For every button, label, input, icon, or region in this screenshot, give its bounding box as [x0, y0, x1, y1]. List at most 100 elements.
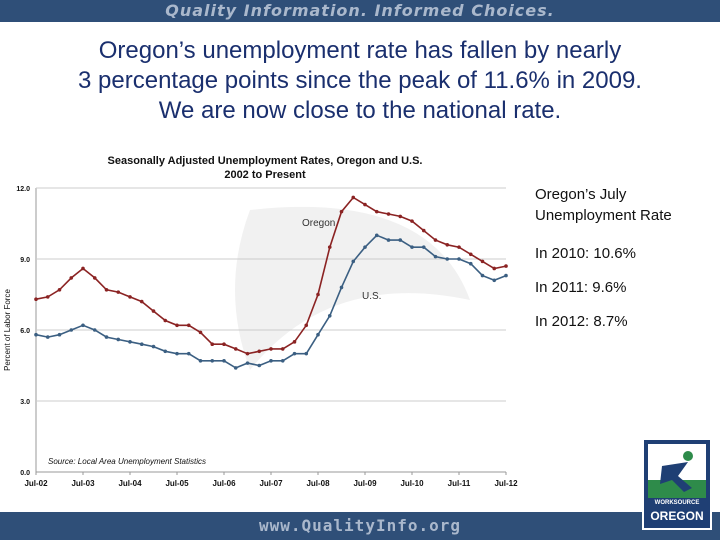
headline-line-3: We are now close to the national rate. — [158, 97, 562, 124]
data-point-oregon — [222, 342, 226, 346]
data-point-us — [374, 233, 379, 238]
data-point-us — [339, 285, 344, 290]
data-point-oregon — [327, 245, 332, 249]
y-tick-label: 9.0 — [20, 257, 30, 264]
data-point-oregon — [186, 323, 191, 328]
data-point-us — [245, 361, 250, 365]
headline-line-2: 3 percentage points since the peak of 11… — [78, 67, 642, 94]
data-point-us — [34, 332, 38, 337]
x-tick-label: Jul-11 — [448, 479, 471, 488]
rate-2010: In 2010: 10.6% — [535, 245, 636, 262]
x-tick-label: Jul-07 — [259, 479, 283, 488]
data-point-us — [45, 335, 50, 339]
y-axis-label: Percent of Labor Force — [3, 289, 12, 371]
data-point-us — [233, 366, 238, 370]
data-point-oregon — [304, 323, 309, 328]
series-group — [34, 195, 508, 370]
data-point-oregon — [398, 214, 403, 219]
y-tick-labels: 0.0 3.0 6.0 9.0 12.0 — [16, 186, 30, 477]
x-tick-label: Jul-02 — [24, 479, 48, 488]
data-point-oregon — [151, 309, 156, 313]
y-tick-label: 12.0 — [16, 186, 30, 193]
data-point-oregon — [57, 287, 62, 292]
data-point-oregon — [210, 342, 215, 346]
data-point-oregon — [468, 252, 473, 257]
x-tick-label: Jul-08 — [306, 479, 330, 488]
logo-text-oregon: OREGON — [650, 509, 704, 523]
data-point-oregon — [433, 238, 438, 242]
top-banner — [0, 0, 720, 22]
chart-title: Seasonally Adjusted Unemployment Rates, … — [60, 154, 470, 182]
data-point-oregon — [363, 202, 367, 207]
x-tick-label: Jul-09 — [353, 479, 377, 488]
data-point-oregon — [457, 245, 461, 249]
data-point-oregon — [386, 212, 391, 216]
y-tick-label: 3.0 — [20, 399, 30, 406]
data-point-us — [198, 358, 203, 363]
data-point-us — [363, 245, 367, 249]
data-point-us — [222, 358, 226, 363]
data-point-oregon — [245, 351, 250, 356]
gridlines — [36, 187, 506, 402]
data-point-oregon — [34, 297, 38, 302]
data-point-us — [480, 273, 485, 278]
background-watermark-icon — [235, 206, 470, 370]
logo-text-worksource: WORKSOURCE — [654, 500, 700, 506]
series-label-oregon: Oregon — [302, 218, 335, 229]
x-tick-labels: Jul-02 Jul-03 Jul-04 Jul-05 Jul-06 Jul-07 Jul-… — [24, 472, 518, 488]
bottom-banner — [0, 512, 720, 540]
data-point-oregon — [45, 295, 50, 299]
data-point-us — [151, 344, 156, 349]
x-tick-label: Jul-10 — [400, 479, 424, 488]
data-point-oregon — [280, 347, 285, 351]
data-point-us — [445, 257, 450, 261]
data-point-oregon — [81, 266, 85, 271]
headline-line-1: Oregon’s unemployment rate has fallen by… — [98, 37, 622, 64]
data-point-oregon — [504, 264, 508, 268]
x-tick-label: Jul-05 — [165, 479, 189, 488]
panel-title: Oregon’s July Unemployment Rate — [535, 184, 720, 226]
x-tick-label: Jul-12 — [494, 479, 518, 488]
data-point-oregon — [374, 209, 379, 214]
data-point-us — [386, 238, 391, 242]
data-point-oregon — [116, 290, 121, 294]
chart-subtitle: 2002 to Present — [224, 169, 306, 181]
oregon-july-rate-panel: Oregon’s July Unemployment Rate In 2010:… — [535, 184, 720, 346]
data-point-us — [492, 278, 497, 283]
data-point-us — [69, 328, 74, 332]
data-point-us — [116, 337, 121, 342]
data-point-us — [304, 351, 309, 356]
data-point-us — [504, 273, 508, 278]
website-url: www.QualityInfo.org — [258, 516, 462, 535]
data-point-us — [186, 351, 191, 356]
data-point-oregon — [257, 349, 262, 354]
data-point-oregon — [480, 259, 485, 264]
data-point-us — [398, 238, 403, 242]
chart-title-main: Seasonally Adjusted Unemployment Rates, … — [107, 155, 423, 167]
y-tick-label: 6.0 — [20, 328, 30, 335]
data-point-oregon — [410, 219, 414, 223]
data-point-us — [210, 358, 215, 363]
data-point-us — [92, 328, 97, 332]
x-tick-label: Jul-03 — [71, 479, 95, 488]
data-point-oregon — [339, 209, 344, 214]
data-point-oregon — [421, 228, 426, 233]
data-point-us — [421, 245, 426, 249]
data-point-us — [327, 314, 332, 318]
data-point-oregon — [445, 243, 450, 247]
data-point-oregon — [92, 276, 97, 280]
data-point-us — [81, 323, 85, 328]
x-tick-label: Jul-06 — [212, 479, 236, 488]
source-note: Source: Local Area Unemployment Statisti… — [48, 457, 206, 466]
data-point-us — [163, 349, 168, 354]
data-point-oregon — [104, 287, 109, 292]
data-point-oregon — [292, 340, 297, 344]
unemployment-line-chart: 0.03.06.09.012.0 Jul-02 Jul-03 Jul-04 Jul-0… — [3, 186, 518, 488]
data-point-us — [57, 332, 62, 337]
data-point-oregon — [492, 266, 497, 271]
data-point-us — [410, 245, 414, 249]
runner-icon — [648, 444, 706, 498]
data-point-oregon — [175, 323, 179, 328]
data-point-oregon — [128, 295, 132, 299]
banner-tagline: Quality Information. Informed Choices. — [165, 1, 555, 20]
